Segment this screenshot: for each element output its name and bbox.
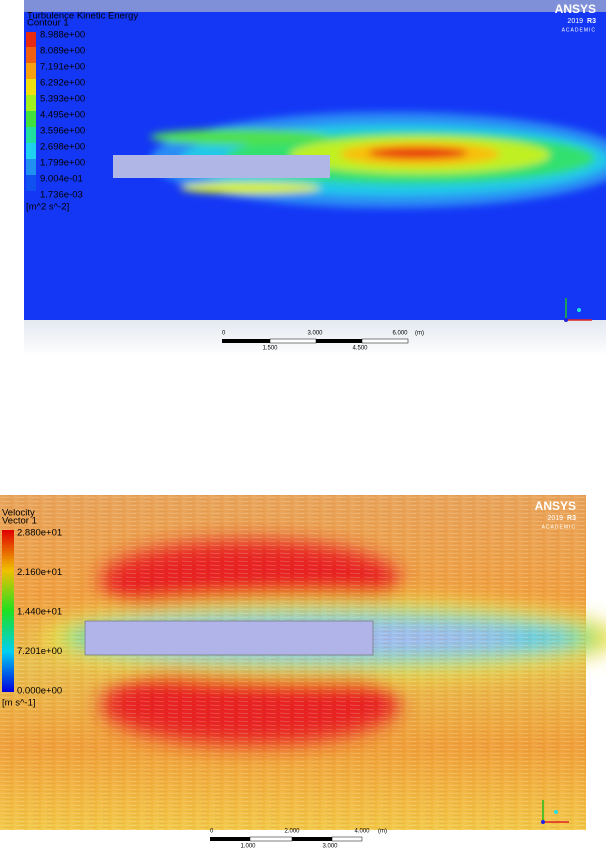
top-band: [24, 0, 606, 12]
legend-label: 5.393e+00: [40, 94, 85, 105]
legend-subtitle: Contour 1: [27, 18, 69, 29]
scale-bar: [222, 338, 409, 344]
triad: [541, 800, 569, 824]
legend-label: 8.988e+00: [40, 30, 85, 41]
logo-version: 2019: [547, 515, 563, 522]
legend-label: 7.191e+00: [40, 62, 85, 73]
scale-label: 3.000: [322, 844, 338, 850]
scale-unit: (m): [378, 829, 387, 835]
logo-version: 2019: [567, 18, 583, 25]
legend-title: Velocity: [2, 508, 35, 519]
vector-panel: [0, 495, 606, 842]
scale-label: 3.000: [307, 331, 323, 337]
color-bar: [26, 32, 36, 191]
legend-label: 2.160e+01: [17, 567, 62, 578]
legend-label: 4.495e+00: [40, 110, 85, 121]
logo-brand: ANSYS: [555, 2, 596, 16]
legend-label: 1.736e-03: [40, 190, 83, 201]
scale-bar: [210, 836, 363, 842]
legend-label: 2.698e+00: [40, 142, 85, 153]
wake-contours: [150, 112, 606, 208]
legend-label: 6.292e+00: [40, 78, 85, 89]
logo-release: R3: [587, 18, 596, 25]
triad: [564, 298, 592, 322]
scale-label: 4.500: [352, 346, 368, 352]
legend-label: 2.880e+01: [17, 528, 62, 539]
legend-label: 7.201e+00: [17, 646, 62, 657]
contour-panel: [24, 0, 606, 356]
scale-label: 0: [222, 331, 226, 337]
legend-label: 1.799e+00: [40, 158, 85, 169]
legend-subtitle: Vector 1: [2, 516, 37, 527]
scale-label: 4.000: [354, 829, 370, 835]
logo-edition: ACADEMIC: [562, 27, 596, 33]
logo-brand: ANSYS: [535, 499, 576, 513]
logo-edition: ACADEMIC: [542, 524, 576, 530]
scale-unit: (m): [415, 331, 424, 337]
scale-label: 6.000: [392, 331, 408, 337]
scale-label: 0: [210, 829, 214, 835]
logo-release: R3: [567, 515, 576, 522]
scale-label: 2.000: [284, 829, 300, 835]
scale-label: 1.000: [240, 844, 256, 850]
vector-streaks: [0, 495, 586, 830]
color-bar: [2, 530, 14, 692]
body: [113, 155, 330, 178]
legend-title: Turbulence Kinetic Energy: [27, 11, 138, 22]
legend-label: 0.000e+00: [17, 686, 62, 697]
legend-label: 8.089e+00: [40, 46, 85, 57]
legend-unit: [m s^-1]: [2, 698, 36, 709]
legend-label: 3.596e+00: [40, 126, 85, 137]
bottom-band: [24, 320, 606, 356]
legend-label: 1.440e+01: [17, 607, 62, 618]
legend-label: 9.004e-01: [40, 174, 83, 185]
legend-unit: [m^2 s^-2]: [26, 202, 69, 213]
body: [84, 620, 374, 656]
scale-label: 1.500: [262, 346, 278, 352]
